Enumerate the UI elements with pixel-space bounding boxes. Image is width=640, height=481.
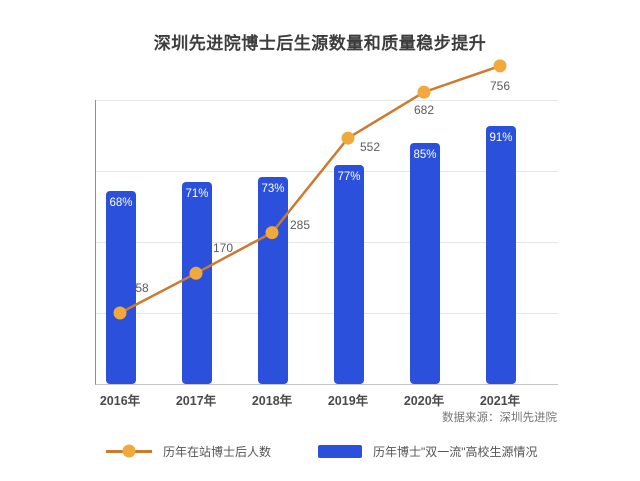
data-point-2020年 [417,85,431,99]
x-axis-label-2020年: 2020年 [403,394,445,408]
bar-2017年: 71% [182,182,212,384]
point-value-label: 756 [489,78,511,93]
gridline [96,100,558,101]
line-series-swatch [106,444,152,458]
bar-2021年: 91% [486,126,516,384]
bar-value-label: 73% [261,183,285,195]
bar-2016年: 68% [106,191,136,384]
bar-value-label: 91% [489,132,513,144]
line-marker-icon [122,444,136,458]
legend-item-line-series: 历年在站博士后人数 [106,444,272,459]
plot-area: 68% 71% 73% 77% 85% 91% [95,100,558,385]
x-axis-label-2019年: 2019年 [327,394,369,408]
bar-2018年: 73% [258,177,288,384]
bar-2019年: 77% [334,165,364,384]
bar-value-label: 85% [413,149,437,161]
data-point-2021年 [493,59,507,73]
bar-series-swatch [318,444,362,458]
legend-item-bar-series: 历年博士"双一流"高校生源情况 [318,444,538,459]
x-axis-label-2017年: 2017年 [175,394,217,408]
data-source-note: 数据来源：深圳先进院 [442,412,557,424]
bar-2020年: 85% [410,143,440,384]
x-axis-label-2018年: 2018年 [251,394,293,408]
x-axis-label-2016年: 2016年 [99,394,141,408]
x-axis-label-2021年: 2021年 [479,394,521,408]
chart-title: 深圳先进院博士后生源数量和质量稳步提升 [153,34,487,53]
legend-label-line: 历年在站博士后人数 [163,444,272,459]
bar-value-label: 77% [337,171,361,183]
bar-value-label: 68% [109,197,133,209]
bar-value-label: 71% [185,188,209,200]
legend-label-bar: 历年博士"双一流"高校生源情况 [373,444,538,459]
